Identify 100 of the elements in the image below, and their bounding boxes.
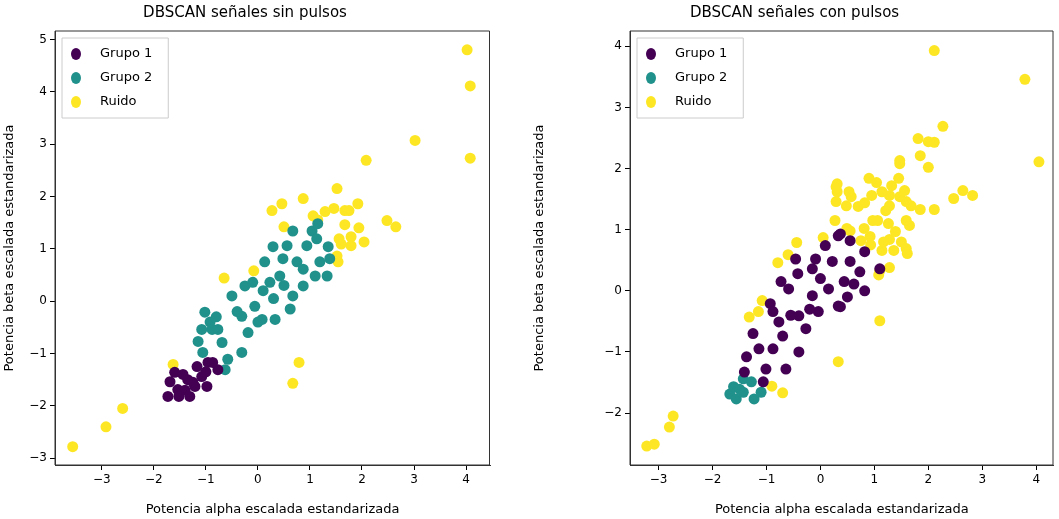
- point: [287, 225, 299, 237]
- x-tick-label: 2: [924, 472, 933, 487]
- x-tick-label: 0: [816, 472, 825, 487]
- y-tick-label: 2: [39, 188, 47, 203]
- point: [461, 44, 473, 56]
- point: [777, 330, 789, 342]
- point: [755, 386, 767, 398]
- point: [281, 240, 293, 252]
- point: [331, 183, 343, 195]
- point: [117, 402, 129, 414]
- x-tick-label: 3: [978, 472, 987, 487]
- x-tick-label: 2: [358, 472, 366, 487]
- point: [747, 328, 759, 340]
- point: [738, 366, 750, 378]
- point: [301, 240, 313, 252]
- y-tick-label: 1: [39, 240, 47, 255]
- point: [164, 376, 176, 388]
- point: [352, 198, 364, 210]
- point: [844, 235, 856, 247]
- point: [257, 285, 269, 297]
- point: [741, 351, 753, 363]
- y-tick-label: 0: [614, 282, 622, 297]
- point: [773, 316, 785, 328]
- point: [819, 240, 831, 252]
- point: [297, 263, 309, 275]
- y-axis-title: Potencia beta escalada estandarizada: [531, 124, 547, 372]
- point: [276, 198, 288, 210]
- point: [236, 346, 248, 358]
- x-tick-label: 1: [306, 472, 314, 487]
- point: [321, 270, 333, 282]
- x-tick-label: 3: [410, 472, 418, 487]
- point: [780, 363, 792, 375]
- legend-label: Ruido: [675, 93, 712, 109]
- chart-title: DBSCAN señales con pulsos: [689, 2, 900, 21]
- point: [838, 276, 850, 288]
- point: [210, 311, 222, 323]
- point: [269, 313, 281, 325]
- x-tick-label: −2: [145, 472, 163, 487]
- point: [767, 343, 779, 355]
- x-tick-label: 4: [1032, 472, 1041, 487]
- legend-label: Ruido: [100, 93, 137, 109]
- legend-label: Grupo 2: [675, 69, 728, 85]
- point: [806, 290, 818, 302]
- y-tick-label: 1: [614, 221, 622, 236]
- y-tick-label: −1: [604, 344, 622, 359]
- point: [216, 337, 228, 348]
- x-tick-label: −3: [92, 472, 111, 487]
- point: [222, 353, 234, 365]
- x-tick-label: −3: [649, 472, 668, 487]
- point: [790, 253, 802, 265]
- point: [319, 206, 331, 218]
- point: [200, 366, 212, 378]
- point: [804, 303, 816, 315]
- y-tick-label: −1: [29, 345, 47, 360]
- point: [353, 222, 365, 234]
- y-tick-label: 0: [39, 293, 47, 308]
- chart-title: DBSCAN señales sin pulsos: [143, 2, 348, 21]
- point: [284, 303, 296, 315]
- point: [197, 346, 209, 358]
- point: [187, 376, 199, 388]
- point: [335, 238, 347, 250]
- point: [814, 273, 826, 285]
- point: [293, 356, 305, 368]
- x-axis-title: Potencia alpha escalada estandarizada: [145, 500, 400, 516]
- point: [259, 256, 271, 268]
- x-tick-label: −1: [197, 472, 215, 487]
- point: [162, 390, 174, 402]
- y-tick-label: 4: [614, 38, 622, 53]
- point: [314, 256, 326, 268]
- point: [248, 265, 260, 277]
- x-axis-title: Potencia alpha escalada estandarizada: [714, 500, 969, 516]
- point: [192, 335, 204, 347]
- point: [793, 346, 805, 358]
- point: [196, 323, 208, 335]
- point: [311, 233, 323, 245]
- point: [218, 272, 230, 284]
- point: [328, 202, 340, 214]
- point: [823, 283, 835, 295]
- point: [854, 266, 866, 278]
- point: [277, 253, 289, 265]
- point: [810, 253, 822, 265]
- point: [324, 253, 336, 265]
- legend-label: Grupo 1: [100, 45, 153, 61]
- point: [826, 255, 838, 267]
- legend-label: Grupo 1: [675, 45, 728, 61]
- point: [309, 270, 321, 282]
- point: [242, 327, 254, 339]
- point: [792, 268, 804, 280]
- point: [268, 293, 280, 305]
- point: [169, 366, 181, 378]
- point: [297, 280, 309, 292]
- point: [191, 361, 203, 373]
- point: [360, 154, 372, 166]
- legend-label: Grupo 2: [100, 69, 153, 85]
- y-tick-label: 2: [614, 160, 622, 175]
- point: [297, 193, 309, 205]
- point: [381, 215, 393, 227]
- point: [753, 343, 765, 355]
- point: [848, 278, 860, 290]
- point: [199, 306, 211, 318]
